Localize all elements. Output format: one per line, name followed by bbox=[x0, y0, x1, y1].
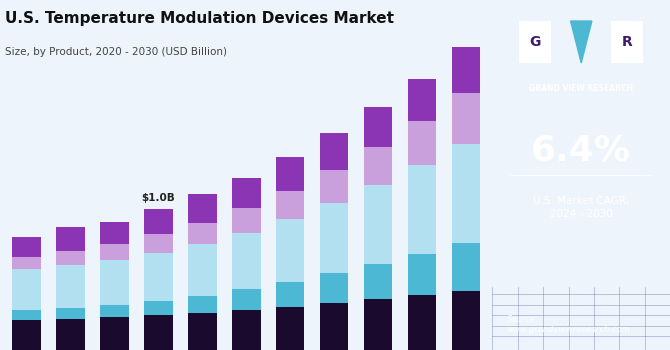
Bar bbox=[12, 269, 41, 310]
Bar bbox=[144, 209, 173, 234]
Bar bbox=[452, 291, 480, 350]
Bar bbox=[408, 79, 436, 121]
Text: 6.4%: 6.4% bbox=[531, 133, 631, 168]
Bar bbox=[452, 144, 480, 243]
Bar bbox=[276, 156, 304, 190]
Bar bbox=[320, 133, 348, 170]
Bar bbox=[320, 303, 348, 350]
Bar bbox=[144, 301, 173, 315]
Bar bbox=[364, 107, 393, 147]
Bar bbox=[364, 264, 393, 300]
Bar bbox=[276, 219, 304, 281]
Bar bbox=[188, 223, 216, 244]
Bar bbox=[320, 203, 348, 273]
Bar bbox=[56, 319, 84, 350]
Bar bbox=[100, 317, 129, 350]
Bar bbox=[232, 289, 261, 310]
Bar bbox=[364, 147, 393, 185]
Bar bbox=[144, 315, 173, 350]
Bar bbox=[364, 300, 393, 350]
Bar bbox=[320, 273, 348, 303]
Bar bbox=[320, 170, 348, 203]
Bar bbox=[232, 310, 261, 350]
Bar bbox=[408, 295, 436, 350]
Bar bbox=[100, 260, 129, 305]
Bar bbox=[188, 313, 216, 350]
Bar bbox=[12, 310, 41, 320]
Bar bbox=[188, 244, 216, 295]
Bar bbox=[408, 254, 436, 295]
Bar bbox=[188, 295, 216, 313]
Bar bbox=[56, 228, 84, 251]
Text: Source:
www.grandviewresearch.com: Source: www.grandviewresearch.com bbox=[507, 315, 630, 334]
Bar bbox=[452, 47, 480, 93]
Bar bbox=[276, 190, 304, 219]
Bar bbox=[56, 308, 84, 319]
Polygon shape bbox=[571, 21, 592, 63]
Bar bbox=[452, 93, 480, 144]
Bar bbox=[232, 208, 261, 233]
Bar bbox=[56, 251, 84, 265]
Text: U.S. Market CAGR,
2024 - 2030: U.S. Market CAGR, 2024 - 2030 bbox=[533, 196, 629, 219]
FancyBboxPatch shape bbox=[519, 21, 551, 63]
FancyBboxPatch shape bbox=[612, 21, 643, 63]
Bar bbox=[12, 320, 41, 350]
Text: $1.0B: $1.0B bbox=[141, 193, 175, 203]
Bar bbox=[144, 253, 173, 301]
Bar bbox=[408, 166, 436, 254]
Bar bbox=[12, 257, 41, 269]
Bar bbox=[100, 244, 129, 260]
Bar bbox=[408, 121, 436, 166]
Bar bbox=[232, 233, 261, 289]
Text: U.S. Temperature Modulation Devices Market: U.S. Temperature Modulation Devices Mark… bbox=[5, 10, 394, 26]
Bar bbox=[100, 305, 129, 317]
Bar bbox=[276, 281, 304, 307]
Bar bbox=[12, 237, 41, 257]
Text: Size, by Product, 2020 - 2030 (USD Billion): Size, by Product, 2020 - 2030 (USD Billi… bbox=[5, 47, 227, 57]
Bar bbox=[100, 222, 129, 244]
Bar bbox=[276, 307, 304, 350]
Text: G: G bbox=[529, 35, 541, 49]
Bar bbox=[188, 195, 216, 223]
Bar bbox=[232, 178, 261, 208]
Bar bbox=[144, 234, 173, 253]
Bar bbox=[56, 265, 84, 308]
Text: R: R bbox=[622, 35, 632, 49]
Bar bbox=[452, 243, 480, 291]
Text: GRAND VIEW RESEARCH: GRAND VIEW RESEARCH bbox=[529, 84, 633, 93]
Bar bbox=[364, 185, 393, 264]
